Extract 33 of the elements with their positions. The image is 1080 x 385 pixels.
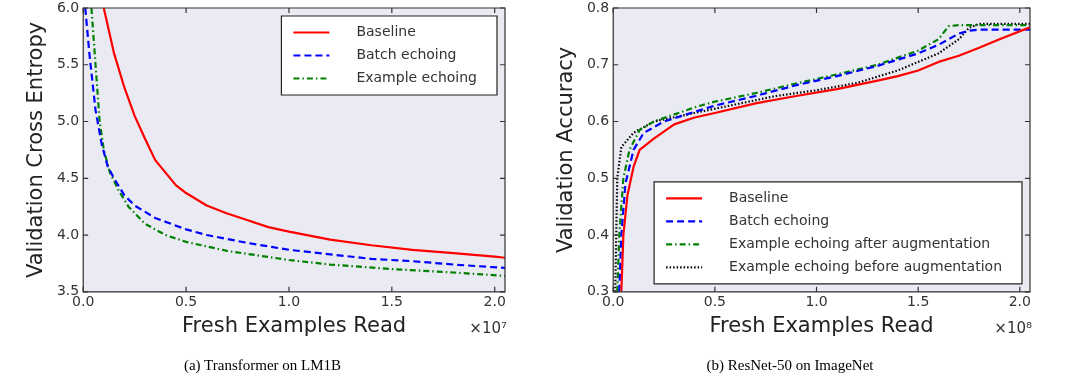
x-tick-label: 0.5 [174,293,198,310]
y-tick-label: 4.5 [56,168,80,185]
legend-label: Example echoing after augmentation [729,234,991,251]
text: ×10⁷ [469,319,507,338]
y-tick-label: 5.5 [56,55,80,72]
x-tick-label: 1.5 [380,293,403,310]
x-tick-label: 1.0 [277,293,301,310]
legend-label: Baseline [356,23,416,40]
legend-label: Batch echoing [356,46,457,63]
legend-label: Example echoing before augmentation [729,257,1002,274]
y-axis-title: Validation Accuracy [553,46,578,254]
x-tick-label: 1.0 [805,293,828,310]
x-tick-label: 2.0 [1008,293,1031,310]
y-tick-label: 5.0 [56,112,80,129]
text: ×10⁸ [994,319,1032,338]
legend-label: Batch echoing [729,211,830,228]
x-axis-title: Fresh Examples Read [709,312,934,337]
y-tick-label: 4.0 [56,225,80,242]
y-tick-label: 0.4 [586,225,610,242]
y-tick-label: 0.6 [586,112,610,129]
x-axis-title: Fresh Examples Read [182,312,407,337]
text: (a) Transformer on LM1B [183,356,342,374]
y-tick-label: 0.8 [586,0,610,15]
x-tick-label: 1.5 [907,293,930,310]
y-axis-title: Validation Cross Entropy [23,21,48,279]
y-tick-label: 0.5 [586,168,610,185]
legend-label: Baseline [729,188,789,205]
x-tick-label: 0.5 [703,293,726,310]
legend-label: Example echoing [356,69,478,86]
text: (b) ResNet-50 on ImageNet [706,356,875,374]
y-tick-label: 0.7 [586,55,610,72]
x-tick-label: 2.0 [483,293,506,310]
y-tick-label: 6.0 [56,0,80,15]
